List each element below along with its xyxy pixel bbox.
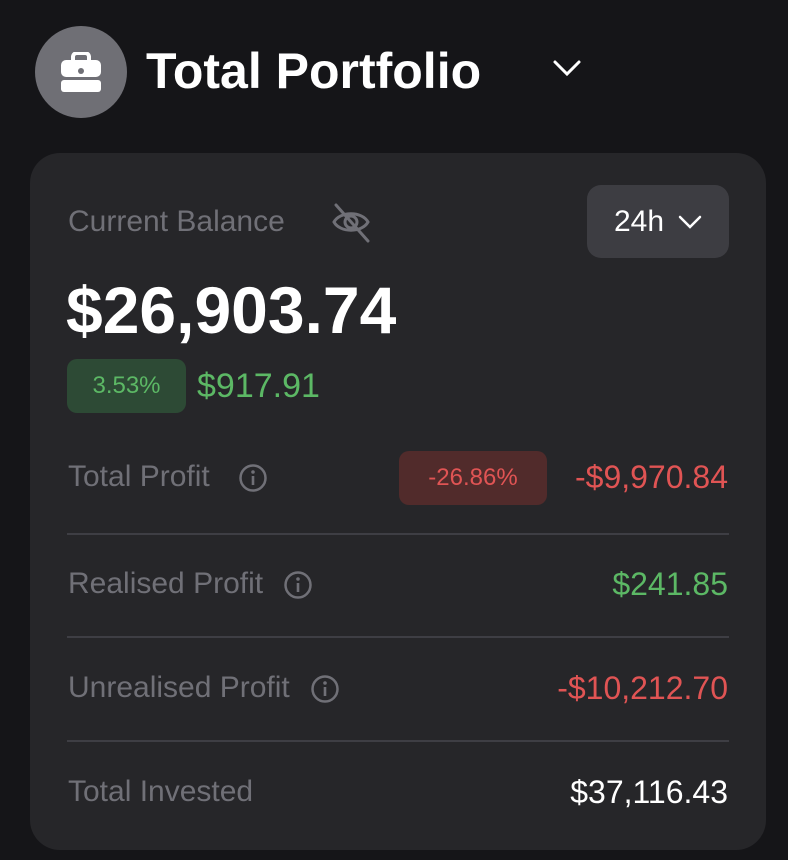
divider: [67, 533, 729, 535]
divider: [67, 740, 729, 742]
unrealised-profit-value: -$10,212.70: [557, 670, 728, 706]
total-profit-percent-badge: -26.86%: [399, 451, 547, 505]
total-invested-label: Total Invested: [68, 775, 254, 808]
eye-off-icon[interactable]: [330, 201, 372, 243]
divider: [67, 636, 729, 638]
portfolio-card: [30, 153, 766, 850]
page-title[interactable]: Total Portfolio: [146, 43, 482, 99]
time-range-dropdown[interactable]: 24h: [587, 185, 729, 258]
info-icon[interactable]: [310, 674, 340, 704]
change-percent-badge: 3.53%: [67, 359, 186, 413]
time-range-label: 24h: [613, 204, 665, 238]
chevron-down-icon: [678, 215, 702, 229]
current-balance-label: Current Balance: [68, 205, 285, 238]
total-invested-value: $37,116.43: [570, 774, 728, 810]
unrealised-profit-label: Unrealised Profit: [68, 671, 290, 704]
balance-value: $26,903.74: [66, 273, 397, 347]
info-icon[interactable]: [283, 570, 313, 600]
total-profit-row: Total Profit: [68, 457, 268, 497]
briefcase-icon: [61, 52, 101, 92]
change-value: $917.91: [197, 367, 320, 405]
total-profit-label: Total Profit: [68, 460, 210, 493]
realised-profit-label: Realised Profit: [68, 567, 264, 600]
portfolio-avatar[interactable]: [35, 26, 127, 118]
total-profit-value: -$9,970.84: [574, 459, 728, 495]
chevron-down-icon[interactable]: [552, 58, 582, 78]
realised-profit-value: $241.85: [612, 566, 728, 602]
unrealised-profit-row: Unrealised Profit: [68, 668, 340, 708]
info-icon[interactable]: [238, 463, 268, 493]
realised-profit-row: Realised Profit: [68, 564, 313, 604]
